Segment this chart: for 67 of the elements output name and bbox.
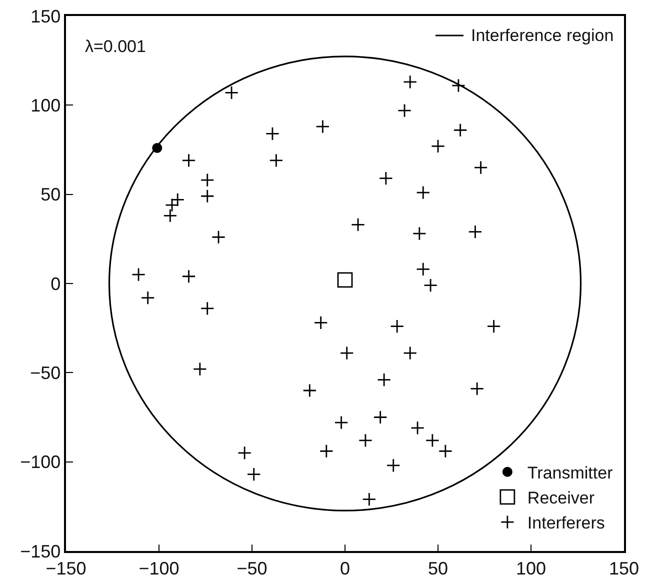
x-tick-label: 150 xyxy=(608,558,640,578)
point xyxy=(200,189,214,204)
point xyxy=(334,416,348,430)
annotation: Interference region xyxy=(471,26,614,45)
point xyxy=(486,319,501,334)
point xyxy=(351,218,366,232)
point xyxy=(314,316,328,330)
point xyxy=(302,384,317,398)
y-tick-label: 100 xyxy=(30,95,61,116)
point xyxy=(377,372,392,387)
legend-label: Receiver xyxy=(527,488,595,508)
point xyxy=(451,78,466,93)
x-tick-label: −50 xyxy=(236,558,268,578)
y-tick-label: 0 xyxy=(50,274,61,294)
point xyxy=(390,319,404,334)
point xyxy=(212,230,226,244)
point xyxy=(265,126,280,141)
annotation: λ=0.001 xyxy=(85,37,146,56)
point xyxy=(468,224,482,239)
point xyxy=(192,362,207,376)
point xyxy=(163,208,178,223)
point xyxy=(170,192,185,207)
point xyxy=(410,420,425,435)
x-tick-label: −100 xyxy=(138,558,180,578)
x-tick-label: 100 xyxy=(516,558,546,578)
y-tick-label: 50 xyxy=(40,184,61,205)
point xyxy=(337,272,353,288)
y-tick-label: −50 xyxy=(30,362,61,383)
point xyxy=(470,382,484,396)
point xyxy=(200,301,214,316)
legend-label: Interferers xyxy=(527,514,605,533)
point xyxy=(403,74,418,89)
point xyxy=(316,120,330,134)
point xyxy=(165,198,180,212)
point xyxy=(224,86,239,100)
point xyxy=(269,153,284,168)
point xyxy=(416,186,430,200)
point xyxy=(340,346,354,360)
point xyxy=(140,290,155,305)
point xyxy=(358,433,372,448)
point xyxy=(182,153,196,168)
point xyxy=(200,173,214,188)
point xyxy=(412,226,426,241)
y-tick-label: −150 xyxy=(20,541,61,562)
point xyxy=(246,467,261,482)
point xyxy=(431,139,445,154)
point xyxy=(474,160,488,175)
x-tick-label: 0 xyxy=(340,558,350,578)
point xyxy=(362,492,376,506)
legend-label: Transmitter xyxy=(527,463,614,482)
point xyxy=(438,444,452,458)
point xyxy=(238,446,252,460)
point xyxy=(424,278,438,292)
point xyxy=(386,458,400,472)
point xyxy=(378,171,393,186)
point xyxy=(416,262,430,276)
point xyxy=(453,123,468,138)
y-tick-label: 150 xyxy=(30,6,61,26)
point xyxy=(132,268,146,282)
point xyxy=(319,444,334,458)
y-tick-label: −100 xyxy=(20,452,61,472)
point xyxy=(398,104,412,118)
x-tick-label: 50 xyxy=(428,558,448,578)
point xyxy=(373,410,388,424)
point xyxy=(182,269,196,284)
point xyxy=(425,433,440,448)
point xyxy=(403,346,418,360)
